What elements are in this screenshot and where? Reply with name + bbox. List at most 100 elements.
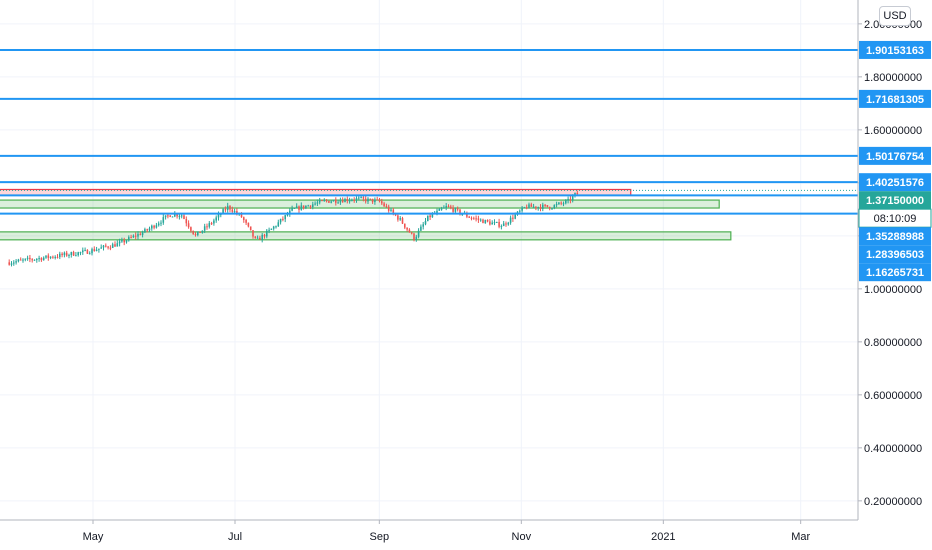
candle-body-up xyxy=(399,218,401,220)
candle-body-down xyxy=(539,207,542,209)
candle-body-up xyxy=(541,204,544,209)
candle-body-up xyxy=(293,207,296,209)
candle-body-up xyxy=(284,215,286,220)
candle-body-up xyxy=(275,226,277,228)
candle-body-up xyxy=(91,249,93,254)
candle-body-up xyxy=(509,217,512,223)
candle-body-up xyxy=(500,226,503,228)
candle-body-up xyxy=(49,256,52,258)
price-tick-label: 1.00000000 xyxy=(864,284,922,296)
candle-body-up xyxy=(63,252,66,256)
candle-body-up xyxy=(518,210,521,212)
candle-body-up xyxy=(305,205,307,209)
candle-body-up xyxy=(268,229,270,231)
candle-body-up xyxy=(33,259,36,261)
candle-body-up xyxy=(164,215,167,218)
time-tick-label: Nov xyxy=(512,531,532,543)
candle-body-down xyxy=(93,249,96,251)
candle-body-up xyxy=(279,218,282,223)
candle-body-up xyxy=(150,225,153,229)
candle-body-up xyxy=(58,253,61,258)
candle-body-down xyxy=(452,207,454,212)
candle-body-down xyxy=(242,217,245,220)
candle-body-down xyxy=(456,208,459,210)
bar-countdown-timer: 08:10:09 xyxy=(874,213,917,225)
time-tick-label: 2021 xyxy=(651,531,675,543)
price-axis[interactable]: 0.20000000 0.40000000 0.60000000 0.80000000… xyxy=(858,19,922,508)
candle-body-up xyxy=(162,217,165,223)
candle-body-up xyxy=(54,256,56,258)
candle-body-up xyxy=(24,258,27,260)
candle-body-down xyxy=(29,257,31,260)
candle-body-down xyxy=(72,252,75,256)
candle-body-down xyxy=(560,202,562,204)
candle-body-up xyxy=(95,249,98,251)
price-line-value: 1.40251576 xyxy=(866,177,924,189)
candle-body-down xyxy=(447,206,450,208)
candle-body-down xyxy=(139,233,142,235)
candle-body-up xyxy=(424,221,427,225)
candle-body-up xyxy=(256,237,259,239)
candle-body-up xyxy=(537,207,539,209)
last-price-badge xyxy=(859,191,931,210)
candle-body-down xyxy=(346,198,349,202)
candle-body-up xyxy=(564,200,567,204)
candle-body-up xyxy=(68,254,70,256)
candle-body-down xyxy=(245,219,247,223)
candle-body-down xyxy=(240,213,243,218)
candle-body-up xyxy=(171,216,174,218)
candle-body-up xyxy=(208,223,211,227)
candle-body-down xyxy=(153,225,155,228)
candle-body-up xyxy=(438,208,441,211)
time-tick-label: Mar xyxy=(791,531,810,543)
candle-body-down xyxy=(176,214,178,217)
candle-body-up xyxy=(314,203,316,205)
price-tick-label: 1.60000000 xyxy=(864,125,922,137)
candle-body-up xyxy=(233,211,236,213)
candle-body-down xyxy=(470,217,473,219)
candle-body-down xyxy=(369,198,372,200)
candle-body-up xyxy=(261,234,263,240)
candle-body-down xyxy=(410,232,413,234)
time-axis[interactable]: May Jul Sep Nov 2021 Mar xyxy=(83,520,811,543)
price-line-badge xyxy=(859,146,931,165)
candle-body-up xyxy=(144,229,146,233)
candle-body-down xyxy=(61,253,63,256)
candle-body-up xyxy=(35,258,38,260)
candle-body-down xyxy=(298,206,300,210)
candle-body-down xyxy=(247,222,250,227)
candle-body-up xyxy=(415,236,418,240)
candle-body-up xyxy=(562,203,565,205)
candle-body-down xyxy=(406,227,408,230)
candle-body-up xyxy=(70,252,73,255)
candle-body-up xyxy=(431,213,434,218)
candle-body-up xyxy=(445,206,447,208)
candle-body-up xyxy=(440,208,443,210)
candle-body-down xyxy=(544,204,546,206)
time-tick-label: Jul xyxy=(228,531,242,543)
candle-body-down xyxy=(229,205,231,210)
price-line-value: 1.71681305 xyxy=(866,94,924,106)
candle-body-up xyxy=(417,230,420,237)
candle-body-up xyxy=(374,199,376,203)
horizontal-lines xyxy=(0,48,858,215)
candle-body-up xyxy=(173,214,176,217)
candle-body-down xyxy=(548,206,551,209)
price-line-badge xyxy=(859,245,931,264)
candle-body-down xyxy=(187,223,190,228)
candle-body-up xyxy=(10,263,13,265)
candle-body-up xyxy=(348,200,351,202)
candle-body-down xyxy=(383,203,385,207)
currency-selector[interactable]: USD xyxy=(879,6,911,26)
price-line-badge xyxy=(859,89,931,108)
candle-body-up xyxy=(132,235,135,238)
candle-body-down xyxy=(468,216,470,218)
candle-body-up xyxy=(532,206,535,208)
price-tick-label: 1.80000000 xyxy=(864,72,922,84)
candle-body-up xyxy=(551,208,553,210)
candle-body-up xyxy=(100,247,102,249)
candle-body-up xyxy=(367,198,369,202)
candle-body-up xyxy=(420,226,422,231)
candle-body-up xyxy=(316,202,319,204)
